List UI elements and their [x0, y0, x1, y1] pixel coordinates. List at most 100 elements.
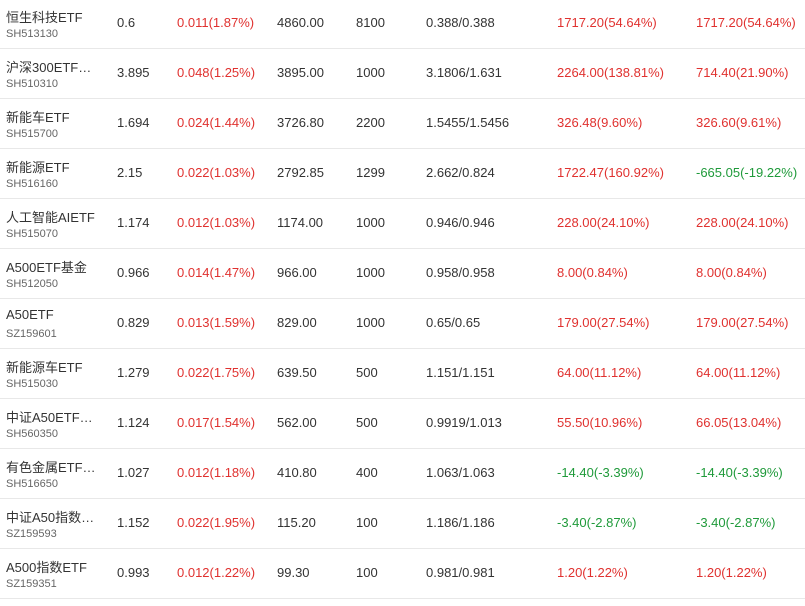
cost-price: 1.151/1.151 [426, 365, 495, 380]
current-price: 1.694 [117, 115, 150, 130]
price-change: 0.012(1.03%) [177, 215, 256, 230]
price-change: 0.024(1.44%) [177, 115, 256, 130]
market-value: 3895.00 [277, 65, 324, 80]
day-pnl: 326.60(9.61%) [696, 115, 782, 130]
fund-name: 中证A50ETF… [6, 410, 93, 425]
current-price: 3.895 [117, 65, 150, 80]
day-pnl: 64.00(11.12%) [696, 365, 781, 380]
price-change: 0.017(1.54%) [177, 415, 256, 430]
holding-quantity: 400 [356, 465, 378, 480]
price-change: 0.022(1.95%) [177, 515, 256, 530]
position-pnl: -3.40(-2.87%) [557, 515, 637, 530]
day-pnl: 714.40(21.90%) [696, 65, 789, 80]
position-pnl: 8.00(0.84%) [557, 265, 628, 280]
fund-code: SH515070 [6, 228, 58, 240]
table-row[interactable]: 新能车ETF SH515700 1.694 0.024(1.44%) 3726.… [0, 99, 805, 149]
day-pnl: 66.05(13.04%) [696, 415, 782, 430]
fund-code: SH510310 [6, 78, 58, 90]
market-value: 115.20 [277, 515, 316, 530]
fund-code: SH515030 [6, 378, 58, 390]
fund-code: SH516650 [6, 478, 58, 490]
fund-name: A50ETF [6, 307, 54, 322]
current-price: 1.174 [117, 215, 150, 230]
position-pnl: 179.00(27.54%) [557, 315, 650, 330]
position-pnl: 1717.20(54.64%) [557, 15, 657, 30]
table-row[interactable]: 恒生科技ETF SH513130 0.6 0.011(1.87%) 4860.0… [0, 0, 805, 49]
current-price: 1.124 [117, 415, 150, 430]
table-row[interactable]: 有色金属ETF… SH516650 1.027 0.012(1.18%) 410… [0, 449, 805, 499]
table-row[interactable]: 新能源车ETF SH515030 1.279 0.022(1.75%) 639.… [0, 349, 805, 399]
table-row[interactable]: A500指数ETF SZ159351 0.993 0.012(1.22%) 99… [0, 549, 805, 599]
price-change: 0.014(1.47%) [177, 265, 256, 280]
cost-price: 0.958/0.958 [426, 265, 495, 280]
table-row[interactable]: 中证A50指数… SZ159593 1.152 0.022(1.95%) 115… [0, 499, 805, 549]
table-row[interactable]: 新能源ETF SH516160 2.15 0.022(1.03%) 2792.8… [0, 149, 805, 199]
day-pnl: 1.20(1.22%) [696, 565, 767, 580]
cost-price: 0.65/0.65 [426, 315, 481, 330]
position-pnl: -14.40(-3.39%) [557, 465, 644, 480]
fund-code: SH512050 [6, 278, 58, 290]
market-value: 639.50 [277, 365, 317, 380]
fund-code: SH513130 [6, 28, 58, 40]
holding-quantity: 1000 [356, 65, 385, 80]
market-value: 3726.80 [277, 115, 324, 130]
fund-name: 有色金属ETF… [6, 460, 96, 475]
current-price: 1.027 [117, 465, 150, 480]
table-row[interactable]: 中证A50ETF… SH560350 1.124 0.017(1.54%) 56… [0, 399, 805, 449]
fund-code: SZ159351 [6, 578, 57, 590]
market-value: 99.30 [277, 565, 310, 580]
fund-name: 沪深300ETF… [6, 60, 92, 75]
holding-quantity: 8100 [356, 15, 385, 30]
position-pnl: 2264.00(138.81%) [557, 65, 664, 80]
table-row[interactable]: 人工智能AIETF SH515070 1.174 0.012(1.03%) 11… [0, 199, 805, 249]
position-pnl: 1722.47(160.92%) [557, 165, 664, 180]
current-price: 1.152 [117, 515, 150, 530]
table-row[interactable]: 沪深300ETF… SH510310 3.895 0.048(1.25%) 38… [0, 49, 805, 99]
day-pnl: -665.05(-19.22%) [696, 165, 798, 180]
fund-name: 中证A50指数… [6, 510, 95, 525]
market-value: 4860.00 [277, 15, 324, 30]
market-value: 562.00 [277, 415, 317, 430]
day-pnl: -3.40(-2.87%) [696, 515, 776, 530]
position-pnl: 55.50(10.96%) [557, 415, 643, 430]
cost-price: 1.186/1.186 [426, 515, 495, 530]
holding-quantity: 100 [356, 515, 378, 530]
holding-quantity: 500 [356, 415, 378, 430]
holding-quantity: 2200 [356, 115, 385, 130]
price-change: 0.022(1.03%) [177, 165, 256, 180]
day-pnl: 1717.20(54.64%) [696, 15, 796, 30]
fund-code: SZ159601 [6, 328, 57, 340]
fund-code: SH515700 [6, 128, 58, 140]
holding-quantity: 1000 [356, 265, 385, 280]
holding-quantity: 1000 [356, 215, 385, 230]
fund-code: SZ159593 [6, 528, 57, 540]
market-value: 829.00 [277, 315, 317, 330]
fund-name: 新能车ETF [6, 110, 70, 125]
fund-name: A500ETF基金 [6, 260, 87, 275]
position-pnl: 326.48(9.60%) [557, 115, 643, 130]
market-value: 1174.00 [277, 215, 324, 230]
price-change: 0.048(1.25%) [177, 65, 256, 80]
fund-name: A500指数ETF [6, 560, 87, 575]
cost-price: 3.1806/1.631 [426, 65, 502, 80]
fund-code: SH560350 [6, 428, 58, 440]
holding-quantity: 100 [356, 565, 378, 580]
market-value: 966.00 [277, 265, 317, 280]
table-row[interactable]: A50ETF SZ159601 0.829 0.013(1.59%) 829.0… [0, 299, 805, 349]
table-row[interactable]: A500ETF基金 SH512050 0.966 0.014(1.47%) 96… [0, 249, 805, 299]
position-pnl: 228.00(24.10%) [557, 215, 650, 230]
fund-name: 恒生科技ETF [6, 10, 83, 25]
cost-price: 0.9919/1.013 [426, 415, 502, 430]
holding-quantity: 1299 [356, 165, 385, 180]
day-pnl: -14.40(-3.39%) [696, 465, 783, 480]
price-change: 0.012(1.22%) [177, 565, 256, 580]
price-change: 0.012(1.18%) [177, 465, 256, 480]
price-change: 0.022(1.75%) [177, 365, 256, 380]
day-pnl: 8.00(0.84%) [696, 265, 767, 280]
price-change: 0.011(1.87%) [177, 15, 255, 30]
day-pnl: 228.00(24.10%) [696, 215, 789, 230]
market-value: 2792.85 [277, 165, 324, 180]
position-pnl: 1.20(1.22%) [557, 565, 628, 580]
fund-code: SH516160 [6, 178, 58, 190]
